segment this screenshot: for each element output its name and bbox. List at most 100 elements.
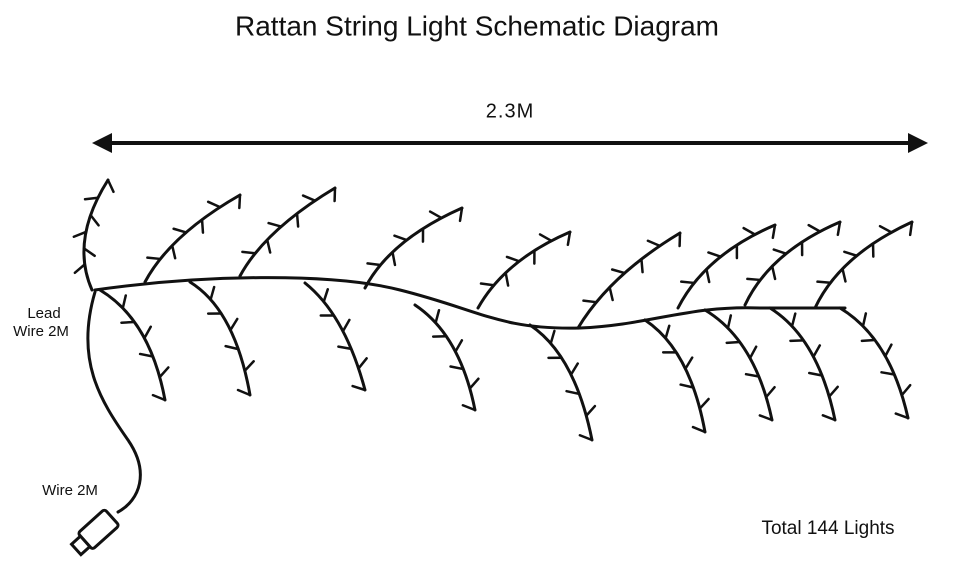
branch [238, 193, 242, 210]
total-label: Total 144 Lights [761, 518, 894, 539]
branch [89, 213, 100, 227]
branch [267, 221, 283, 228]
branch [143, 325, 152, 340]
branch [878, 224, 893, 234]
main-wire [93, 276, 847, 330]
branch [151, 393, 167, 402]
branch [664, 324, 671, 340]
branch [643, 318, 707, 434]
branch [413, 303, 477, 412]
branch [301, 194, 317, 202]
branch [428, 210, 443, 220]
branch [748, 345, 758, 360]
lead-label-line1: Lead [27, 305, 60, 322]
lead-label-line2: Wire 2M [13, 323, 69, 340]
branch [841, 267, 847, 283]
branch [337, 345, 353, 351]
plug-label: Wire 2M [42, 482, 98, 499]
branch [789, 339, 805, 343]
branch [229, 317, 239, 332]
branch [880, 371, 896, 376]
branch [504, 271, 510, 287]
branch [742, 226, 757, 236]
branch [121, 294, 128, 310]
branch [585, 404, 597, 417]
branch [764, 385, 776, 399]
branch [640, 257, 644, 274]
dimension-arrow [92, 133, 928, 153]
branch [703, 308, 774, 422]
branch [813, 220, 914, 310]
branch [565, 389, 581, 396]
branch [894, 412, 910, 420]
branch [206, 200, 222, 209]
branch [200, 218, 205, 234]
branch [758, 414, 774, 422]
branch [569, 362, 580, 376]
branch [295, 212, 300, 228]
branch [98, 288, 167, 402]
branch [322, 288, 330, 303]
branch [726, 314, 733, 330]
branch [812, 344, 822, 358]
branch [106, 178, 115, 194]
branch [265, 238, 272, 254]
branch [884, 343, 893, 358]
branch [82, 247, 96, 258]
branch [224, 344, 240, 351]
branch [363, 206, 464, 290]
branch [461, 404, 477, 412]
branch [146, 256, 162, 261]
branch [72, 230, 88, 238]
branch [479, 282, 496, 287]
branch [393, 234, 408, 242]
branch [790, 312, 797, 328]
branch [236, 388, 252, 397]
branch [505, 255, 521, 263]
branch [582, 299, 598, 304]
branch [341, 318, 351, 333]
branch [357, 357, 368, 370]
branch [680, 280, 696, 285]
branch [351, 384, 367, 392]
branch [770, 265, 777, 281]
branch [476, 230, 572, 310]
branch [366, 262, 382, 267]
branch [172, 227, 188, 234]
branch [827, 385, 839, 398]
dimension-label: 2.3M [486, 100, 534, 122]
branch [468, 377, 480, 390]
branch [807, 223, 822, 233]
branch [768, 306, 837, 422]
branch [744, 372, 761, 378]
usb-plug [69, 508, 120, 557]
branch [808, 371, 824, 377]
branch [843, 250, 858, 257]
branch [821, 414, 837, 422]
branch [434, 309, 441, 325]
branch [908, 220, 914, 237]
branch [549, 329, 556, 345]
branch [576, 231, 682, 330]
branch [707, 251, 722, 258]
branch [241, 250, 257, 255]
branches [72, 178, 914, 442]
branch [746, 277, 762, 282]
branch [743, 220, 842, 307]
branch [684, 356, 694, 370]
branch [449, 365, 465, 371]
branch [725, 340, 741, 345]
lead-wire [86, 290, 142, 514]
branch [143, 193, 242, 284]
branch [303, 281, 367, 392]
branch [458, 206, 464, 223]
branch [676, 223, 777, 310]
branch [900, 383, 912, 397]
branch [82, 178, 110, 292]
branch [73, 263, 86, 275]
branch [188, 280, 252, 397]
branch [771, 223, 777, 240]
branch [83, 196, 100, 201]
branch [243, 360, 255, 373]
